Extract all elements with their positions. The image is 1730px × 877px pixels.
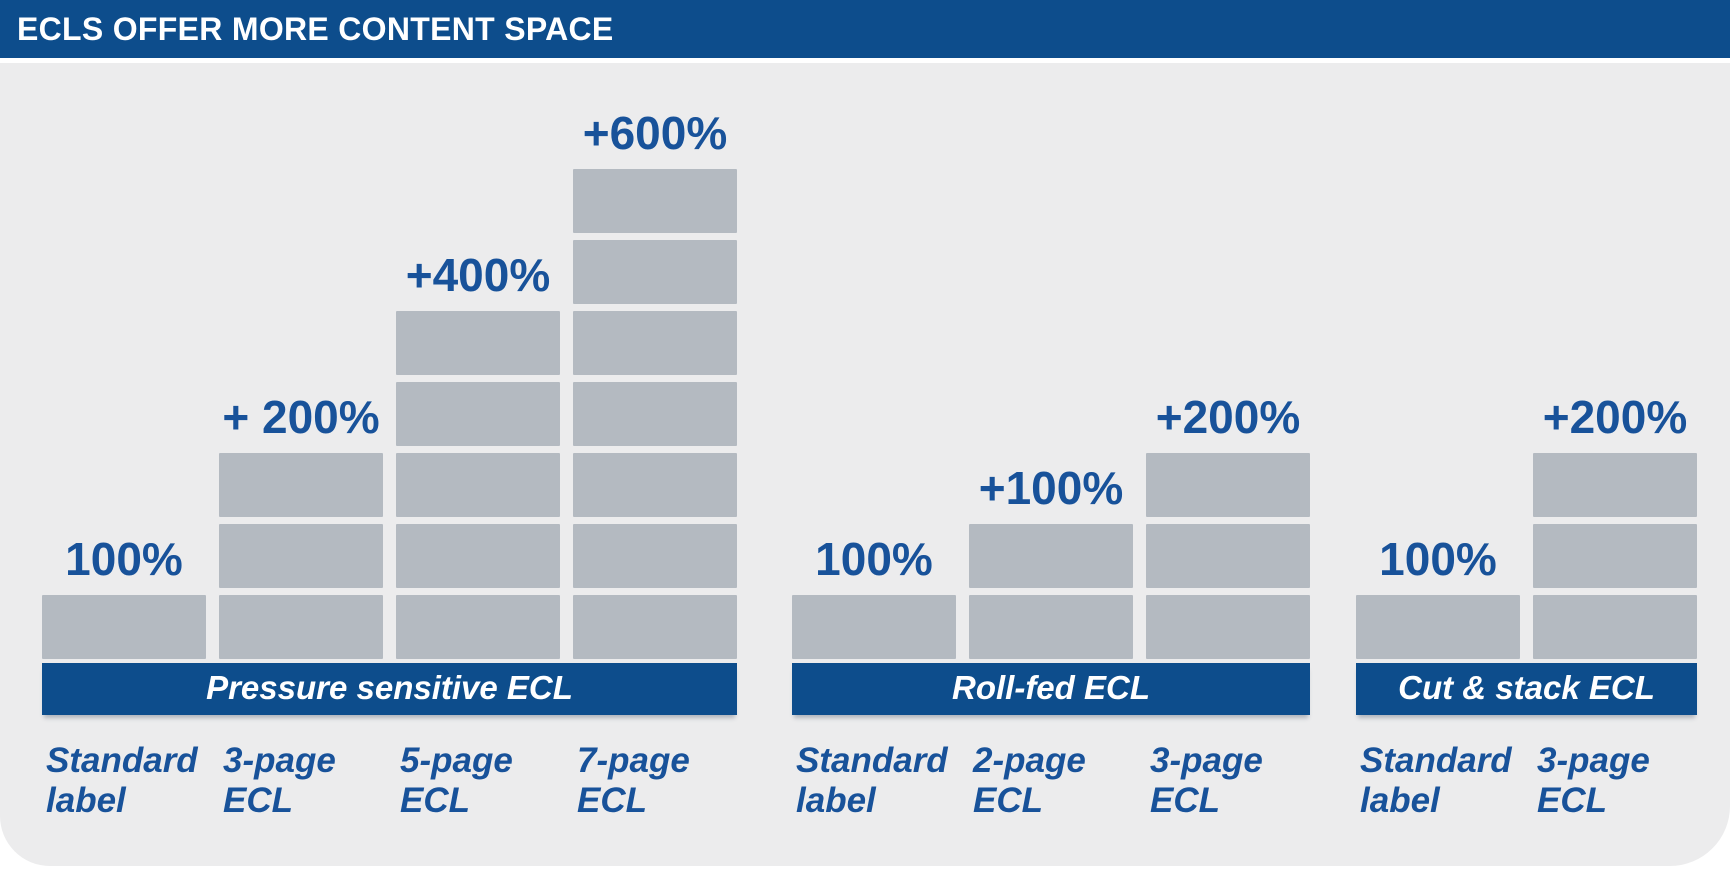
bar-value-label: +400% — [405, 249, 551, 301]
bar-block — [219, 524, 383, 588]
bar-block — [1533, 524, 1697, 588]
page-title: ECLS OFFER MORE CONTENT SPACE — [17, 10, 614, 47]
bar-block — [396, 595, 560, 659]
bar-block — [396, 382, 560, 446]
bar-block — [1146, 595, 1310, 659]
bar-value-label: +600% — [582, 107, 728, 159]
bar-block — [573, 240, 737, 304]
group-banner-label: Pressure sensitive ECL — [206, 669, 573, 706]
chart-group: 100% +200% Cut & stack ECL Standard label 3-… — [1356, 63, 1697, 821]
bar-block — [1533, 595, 1697, 659]
group-banner-label: Roll-fed ECL — [952, 669, 1150, 706]
group-banner: Pressure sensitive ECL — [42, 663, 737, 715]
bars-row: 100% +100% +200% — [792, 63, 1310, 659]
bar-category-label: 2-page ECL — [973, 741, 1086, 820]
bar-category-label: 7-page ECL — [577, 741, 690, 820]
bar-column: 100% — [42, 535, 206, 659]
bar-block — [573, 169, 737, 233]
bar-category-label: Standard label — [1360, 741, 1512, 820]
bar-block — [792, 595, 956, 659]
bar-block — [219, 453, 383, 517]
group-banner-label: Cut & stack ECL — [1398, 669, 1655, 706]
bar-block — [573, 382, 737, 446]
bar-value-label: + 200% — [222, 391, 380, 443]
bar-category-label: Standard label — [796, 741, 948, 820]
bar-block — [42, 595, 206, 659]
bar-column: +200% — [1533, 393, 1697, 659]
category-labels-row: Standard label 3-page ECL 5-page ECL 7-page… — [42, 741, 737, 821]
bar-column: +200% — [1146, 393, 1310, 659]
bar-value-label: +100% — [978, 462, 1124, 514]
bar-block — [219, 595, 383, 659]
bar-value-label: 100% — [65, 533, 183, 585]
bar-block — [1356, 595, 1520, 659]
bar-block — [1146, 524, 1310, 588]
bar-column: +100% — [969, 464, 1133, 659]
bar-block — [396, 311, 560, 375]
bar-block — [573, 595, 737, 659]
bar-value-label: 100% — [815, 533, 933, 585]
group-banner: Roll-fed ECL — [792, 663, 1310, 715]
chart-group: 100% +100% +200% Roll-fed ECL Standard label… — [792, 63, 1310, 821]
bar-value-label: +200% — [1155, 391, 1301, 443]
bar-category-label: 5-page ECL — [400, 741, 513, 820]
bar-category-label: 3-page ECL — [1537, 741, 1650, 820]
bar-column: + 200% — [219, 393, 383, 659]
group-banner: Cut & stack ECL — [1356, 663, 1697, 715]
bar-column: +400% — [396, 251, 560, 659]
bar-block — [573, 524, 737, 588]
chart-panel: 100% + 200% +400% +600% Pressure sensitive E… — [0, 63, 1730, 866]
bar-value-label: 100% — [1379, 533, 1497, 585]
bar-category-label: 3-page ECL — [223, 741, 336, 820]
bar-block — [969, 524, 1133, 588]
bars-row: 100% +200% — [1356, 63, 1697, 659]
bar-block — [1533, 453, 1697, 517]
category-labels-row: Standard label 2-page ECL 3-page ECL — [792, 741, 1310, 821]
category-labels-row: Standard label 3-page ECL — [1356, 741, 1697, 821]
bar-block — [396, 453, 560, 517]
bar-block — [573, 453, 737, 517]
bar-category-label: Standard label — [46, 741, 198, 820]
bar-column: 100% — [1356, 535, 1520, 659]
bar-block — [969, 595, 1133, 659]
bar-column: 100% — [792, 535, 956, 659]
bar-category-label: 3-page ECL — [1150, 741, 1263, 820]
bar-block — [1146, 453, 1310, 517]
chart-group: 100% + 200% +400% +600% Pressure sensitive E… — [42, 63, 737, 821]
bar-block — [396, 524, 560, 588]
bar-column: +600% — [573, 109, 737, 659]
header-bar: ECLS OFFER MORE CONTENT SPACE — [0, 0, 1730, 58]
bar-value-label: +200% — [1542, 391, 1688, 443]
bar-block — [573, 311, 737, 375]
bars-row: 100% + 200% +400% +600% — [42, 63, 737, 659]
